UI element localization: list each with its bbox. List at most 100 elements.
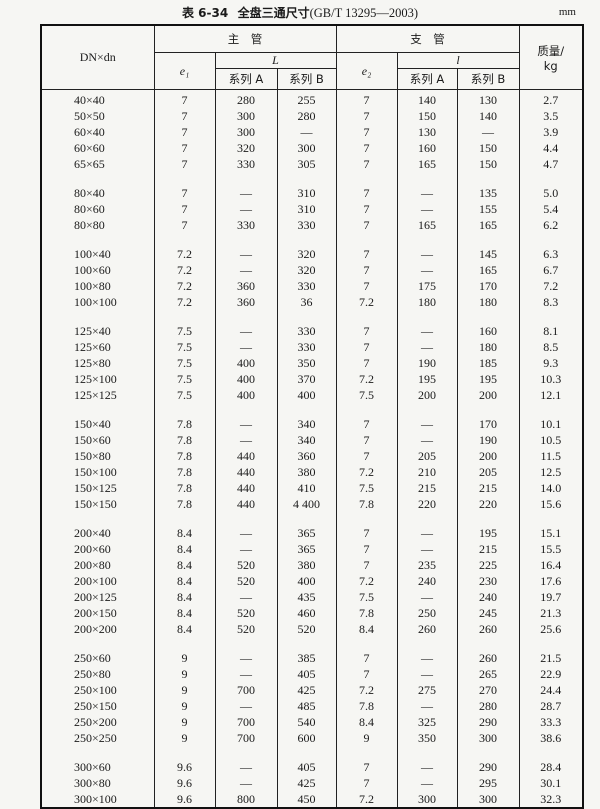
cell-L-series-a: 300	[214, 108, 278, 124]
cell-l-series-a: —	[396, 323, 458, 339]
cell-e2: 7	[335, 448, 398, 464]
cell-mass: 10.1	[518, 416, 584, 432]
cell-dn: 200×200	[40, 621, 155, 637]
cell-dn: 80×40	[40, 185, 155, 201]
spacer-cell	[276, 403, 337, 416]
cell-l-series-a: 175	[396, 278, 458, 294]
spacer-cell	[456, 172, 520, 185]
cell-L-series-b: 600	[276, 730, 337, 746]
table-row: 65×65 7 330 305 7 165 150 4.7	[40, 156, 584, 172]
table-row: 300×80 9.6—425 7—295 30.1	[40, 775, 584, 791]
cell-L-series-a: —	[214, 246, 278, 262]
cell-dn: 150×60	[40, 432, 155, 448]
cell-mass: 15.1	[518, 525, 584, 541]
cell-e2: 7.2	[335, 573, 398, 589]
cell-dn: 125×40	[40, 323, 155, 339]
spacer-cell	[214, 310, 278, 323]
cell-L-series-b: 410	[276, 480, 337, 496]
spacer-cell	[518, 233, 584, 246]
cell-e1: 8.4	[153, 573, 216, 589]
group-spacer	[40, 746, 584, 759]
cell-dn: 100×80	[40, 278, 155, 294]
cell-e2: 7	[335, 108, 398, 124]
cell-L-series-b: 400	[276, 387, 337, 403]
spacer-cell	[335, 233, 398, 246]
table-row: 60×60 7 320 300 7 160 150 4.4	[40, 140, 584, 156]
cell-e1: 7	[153, 89, 216, 108]
cell-L-series-b: 540	[276, 714, 337, 730]
cell-dn: 250×200	[40, 714, 155, 730]
cell-l-series-b: 135	[456, 185, 520, 201]
cell-L-series-a: —	[214, 432, 278, 448]
cell-l-series-b: 290	[456, 759, 520, 775]
spacer-cell	[276, 172, 337, 185]
cell-e2: 7	[335, 759, 398, 775]
cell-L-series-b: 365	[276, 541, 337, 557]
cell-e1: 8.4	[153, 541, 216, 557]
spacer-cell	[153, 233, 216, 246]
cell-e2: 7.8	[335, 496, 398, 512]
cell-e2: 7	[335, 140, 398, 156]
cell-l-series-a: —	[396, 698, 458, 714]
table-row: 250×250 9 700 600 9 350 300 38.6	[40, 730, 584, 746]
cell-l-series-a: 165	[396, 156, 458, 172]
cell-e1: 9	[153, 714, 216, 730]
cell-l-series-a: —	[396, 589, 458, 605]
cell-L-series-b: 425	[276, 775, 337, 791]
spacer-cell	[335, 746, 398, 759]
cell-e1: 7	[153, 140, 216, 156]
cell-l-series-b: 225	[456, 557, 520, 573]
cell-L-series-b: 330	[276, 339, 337, 355]
cell-L-series-b: 385	[276, 650, 337, 666]
cell-dn: 300×80	[40, 775, 155, 791]
cell-L-series-b: 400	[276, 573, 337, 589]
cell-L-series-b: 360	[276, 448, 337, 464]
header-l-series-a: 系列 A	[396, 68, 458, 90]
spacer-cell	[40, 637, 155, 650]
cell-e2: 7	[335, 156, 398, 172]
table-row: 200×200 8.4 520 520 8.4 260 260 25.6	[40, 621, 584, 637]
table-row: 250×100 9 700 425 7.2 275 270 24.4	[40, 682, 584, 698]
cell-L-series-a: 320	[214, 140, 278, 156]
cell-L-series-b: 460	[276, 605, 337, 621]
cell-dn: 65×65	[40, 156, 155, 172]
cell-e1: 7.8	[153, 496, 216, 512]
spacer-cell	[153, 172, 216, 185]
header-L-label: L	[272, 53, 279, 67]
cell-mass: 6.3	[518, 246, 584, 262]
spacer-cell	[153, 512, 216, 525]
cell-e2: 7.5	[335, 387, 398, 403]
cell-L-series-a: 520	[214, 605, 278, 621]
spacer-cell	[153, 637, 216, 650]
spacer-cell	[335, 310, 398, 323]
table-row: 80×40 7—310 7—135 5.0	[40, 185, 584, 201]
table-row: 125×80 7.5 400 350 7 190 185 9.3	[40, 355, 584, 371]
spacer-cell	[335, 512, 398, 525]
table-row: 250×60 9—385 7—260 21.5	[40, 650, 584, 666]
table-row: 125×60 7.5—330 7—180 8.5	[40, 339, 584, 355]
cell-L-series-a: 700	[214, 682, 278, 698]
spacer-cell	[40, 512, 155, 525]
cell-dn: 300×100	[40, 791, 155, 808]
cell-dn: 125×125	[40, 387, 155, 403]
cell-L-series-b: 330	[276, 217, 337, 233]
cell-L-series-a: 700	[214, 714, 278, 730]
cell-L-series-b: 405	[276, 759, 337, 775]
cell-e1: 8.4	[153, 605, 216, 621]
spacer-cell	[276, 637, 337, 650]
cell-l-series-b: 215	[456, 541, 520, 557]
cell-e2: 7.2	[335, 682, 398, 698]
spacer-cell	[396, 637, 458, 650]
cell-l-series-a: —	[396, 262, 458, 278]
table-body: 40×40 7 280 255 7 140 130 2.7 50×50 7 300 280 7 150 14…	[40, 89, 584, 808]
cell-l-series-a: 240	[396, 573, 458, 589]
cell-l-series-b: 265	[456, 666, 520, 682]
cell-l-series-a: 150	[396, 108, 458, 124]
cell-e1: 8.4	[153, 525, 216, 541]
table-caption: 表 6-34 全盘三通尺寸(GB/T 13295—2003)	[0, 4, 600, 21]
spacer-cell	[40, 746, 155, 759]
cell-l-series-b: 165	[456, 217, 520, 233]
cell-e1: 9	[153, 682, 216, 698]
cell-l-series-b: 260	[456, 650, 520, 666]
cell-e1: 9	[153, 730, 216, 746]
